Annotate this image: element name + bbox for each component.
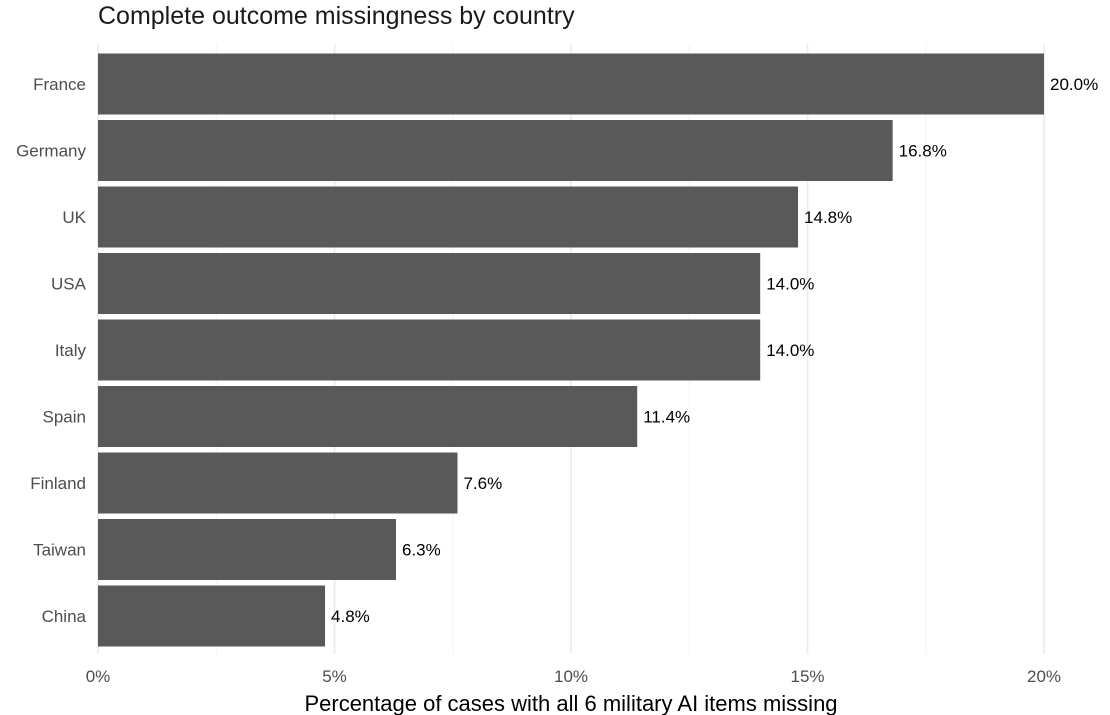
bar-spain	[98, 386, 638, 447]
y-category-label-france: France	[33, 75, 86, 94]
y-category-label-italy: Italy	[55, 341, 87, 360]
x-tick-label: 15%	[790, 667, 824, 686]
x-tick-label: 5%	[322, 667, 347, 686]
bar-taiwan	[98, 519, 396, 580]
y-category-label-taiwan: Taiwan	[33, 541, 86, 560]
y-axis-category-labels: France Germany UK USA Italy Spain Finland Taiwa…	[16, 75, 87, 626]
data-label-france: 20.0%	[1050, 75, 1098, 94]
x-axis-title: Percentage of cases with all 6 military …	[304, 691, 837, 715]
data-label-uk: 14.8%	[804, 208, 852, 227]
data-label-taiwan: 6.3%	[402, 541, 441, 560]
data-label-finland: 7.6%	[463, 474, 502, 493]
x-tick-label: 0%	[86, 667, 111, 686]
bar-china	[98, 585, 326, 647]
chart-title: Complete outcome missingness by country	[98, 2, 575, 30]
bar-france	[98, 53, 1044, 115]
data-label-italy: 14.0%	[766, 341, 814, 360]
data-label-germany: 16.8%	[899, 142, 947, 161]
y-category-label-uk: UK	[62, 208, 86, 227]
bars	[98, 53, 1044, 647]
y-category-label-usa: USA	[51, 275, 87, 294]
data-label-spain: 11.4%	[643, 408, 690, 427]
data-labels: 20.0% 16.8% 14.8% 14.0% 14.0% 11.4% 7.6% 6.3% 4.…	[331, 75, 1098, 626]
data-label-china: 4.8%	[331, 607, 370, 626]
x-axis-tick-labels: 0% 5% 10% 15% 20%	[86, 667, 1061, 686]
x-tick-label: 10%	[554, 667, 588, 686]
bar-uk	[98, 186, 799, 248]
bar-germany	[98, 120, 893, 181]
y-category-label-china: China	[42, 607, 87, 626]
y-category-label-spain: Spain	[43, 408, 86, 427]
bar-finland	[98, 452, 458, 514]
y-category-label-germany: Germany	[16, 142, 86, 161]
data-label-usa: 14.0%	[766, 275, 814, 294]
y-category-label-finland: Finland	[30, 474, 86, 493]
bar-italy	[98, 319, 761, 381]
bar-usa	[98, 253, 761, 314]
x-tick-label: 20%	[1027, 667, 1061, 686]
